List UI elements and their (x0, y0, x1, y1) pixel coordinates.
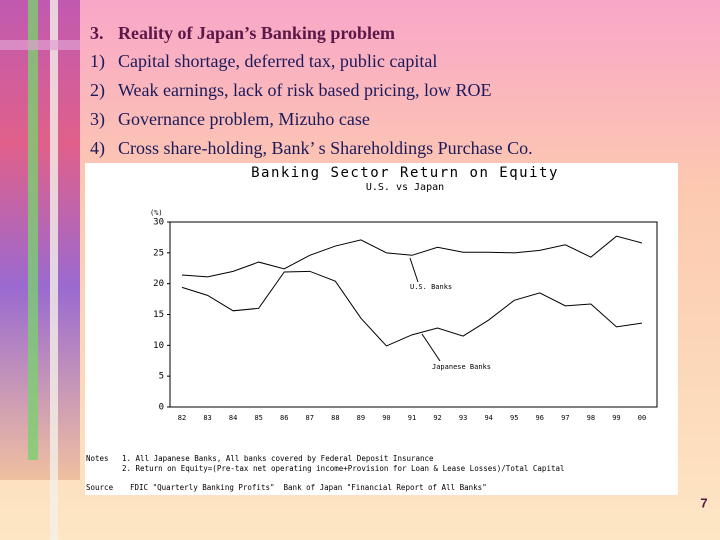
chart-panel (85, 163, 678, 495)
item-text: Weak earnings, lack of risk based pricin… (118, 80, 491, 100)
notes-label: Notes (86, 454, 109, 463)
x-tick-label: 00 (638, 414, 646, 422)
decor-stripe (0, 40, 80, 50)
series-line (181, 270, 643, 347)
annotation-arrow (421, 333, 441, 362)
heading-number: 3. (90, 23, 104, 43)
y-tick-label: 10 (153, 341, 164, 351)
note: 1. All Japanese Banks, All banks covered… (122, 454, 434, 463)
item-text: Governance problem, Mizuho case (118, 109, 370, 129)
x-tick-label: 90 (382, 414, 390, 422)
x-tick-label: 82 (178, 414, 186, 422)
decor-strip (0, 0, 80, 480)
heading-text: Reality of Japan’s Banking problem (118, 23, 395, 43)
y-tick-label: 30 (153, 218, 164, 228)
y-tick-label: 20 (153, 279, 164, 289)
notes: Notes 1. All Japanese Banks, All banks c… (86, 454, 565, 492)
x-tick-label: 93 (459, 414, 467, 422)
note: 2. Return on Equity=(Pre-tax net operati… (122, 464, 565, 473)
x-tick-label: 94 (484, 414, 492, 422)
plot: 0 5 10 15 20 25 30 82 83 84 85 86 87 88 89 90 91 92 93 94 95… (153, 218, 646, 423)
annotation-arrow (409, 257, 419, 283)
x-tick-label: 85 (254, 414, 262, 422)
x-tick-label: 88 (331, 414, 339, 422)
series-line (181, 235, 643, 278)
x-tick-label: 97 (561, 414, 569, 422)
chart-title: Banking Sector Return on Equity (251, 165, 559, 181)
heading: 3. Reality of Japan’s Banking problem (90, 23, 395, 43)
y-tick-label: 15 (153, 310, 164, 320)
page-number: 7 (700, 495, 707, 510)
y-tick-label: 5 (159, 372, 164, 382)
item-number: 1) (90, 51, 105, 72)
annotation: Japanese Banks (432, 363, 491, 371)
item-number: 2) (90, 80, 105, 101)
item-number: 3) (90, 109, 105, 130)
decor-stripe (50, 0, 58, 540)
item-number: 4) (90, 138, 105, 159)
y-axis-label: (%) (150, 209, 163, 217)
annotation: U.S. Banks (410, 283, 452, 291)
x-tick-label: 91 (408, 414, 416, 422)
x-tick-label: 99 (612, 414, 620, 422)
x-tick-label: 83 (203, 414, 211, 422)
item-text: Capital shortage, deferred tax, public c… (118, 51, 437, 71)
item-text: Cross share-holding, Bank’ s Shareholdin… (118, 138, 533, 158)
x-tick-label: 89 (357, 414, 365, 422)
x-tick-label: 87 (306, 414, 314, 422)
x-tick-label: 95 (510, 414, 518, 422)
x-tick-label: 98 (587, 414, 595, 422)
chart-subtitle: U.S. vs Japan (366, 182, 444, 193)
x-tick-label: 86 (280, 414, 288, 422)
y-tick-label: 25 (153, 248, 164, 258)
source-label: Source (86, 483, 114, 492)
y-tick-label: 0 (159, 403, 164, 413)
item-list: 1) Capital shortage, deferred tax, public… (90, 51, 533, 159)
x-tick-label: 96 (536, 414, 544, 422)
source: FDIC "Quarterly Banking Profits" Bank of… (130, 483, 487, 492)
x-tick-label: 92 (433, 414, 441, 422)
decor-stripe (28, 0, 38, 460)
x-tick-label: 84 (229, 414, 237, 422)
